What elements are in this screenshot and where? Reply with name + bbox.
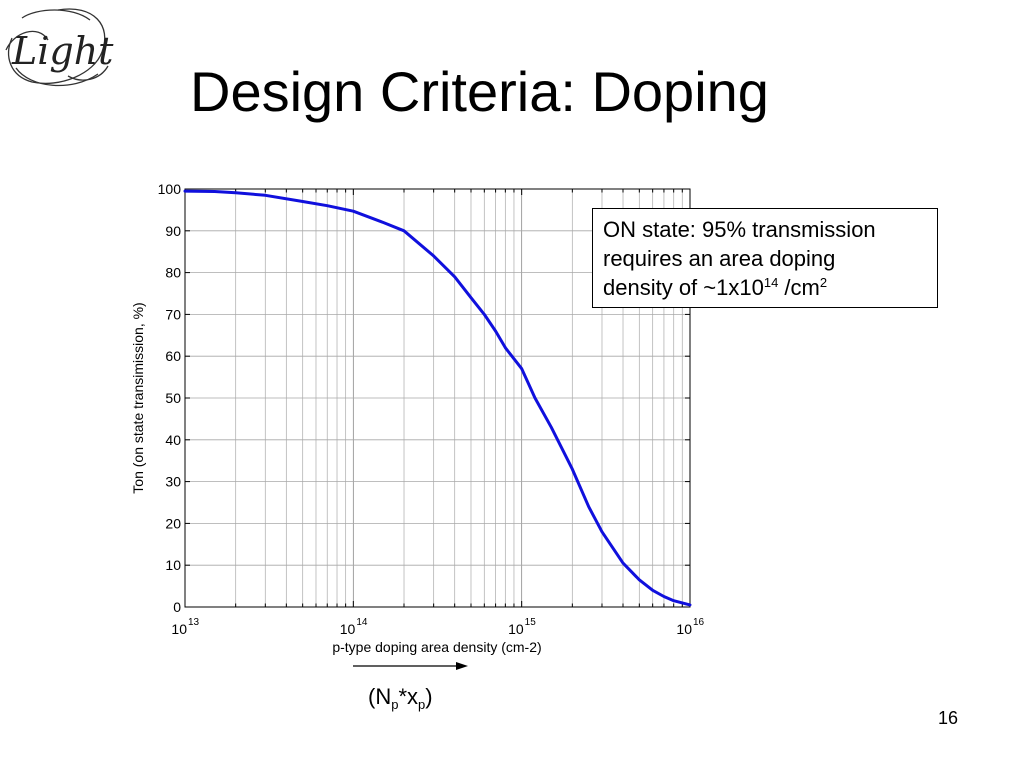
x-tick-exponent: 13 <box>188 617 200 628</box>
annotation-unit: /cm <box>778 275 820 300</box>
page-number: 16 <box>938 708 959 728</box>
x-tick-label: 10 <box>171 621 187 637</box>
plot-frame <box>184 188 691 608</box>
x-tick-exponent: 16 <box>693 617 705 628</box>
np-arrow <box>353 662 468 670</box>
x-tick-label: 10 <box>676 621 692 637</box>
y-tick-label: 80 <box>165 265 181 281</box>
annotation-unit-exponent: 2 <box>819 275 828 290</box>
y-tick-label: 100 <box>158 181 182 197</box>
y-tick-label: 60 <box>165 348 181 364</box>
x-axis-label: p-type doping area density (cm-2) <box>332 639 541 655</box>
np-xp-label: (Np*xp) <box>368 684 433 712</box>
light-logo: Light <box>5 8 114 87</box>
annotation-line-2: requires an area doping <box>603 246 836 271</box>
annotation-line-3: density of ~1x1014 /cm2 <box>603 273 927 302</box>
y-tick-label: 20 <box>165 515 181 531</box>
y-tick-label: 10 <box>165 557 181 573</box>
y-tick-label: 90 <box>165 223 181 239</box>
x-tick-label: 10 <box>340 621 356 637</box>
annotation-box: ON state: 95% transmission requires an a… <box>592 208 938 308</box>
chart-series <box>183 189 692 607</box>
slide-title: Design Criteria: Doping <box>190 60 769 123</box>
y-tick-label: 0 <box>173 599 181 615</box>
annotation-line-1: ON state: 95% transmission <box>603 217 876 242</box>
y-tick-label: 30 <box>165 474 181 490</box>
y-tick-label: 40 <box>165 432 181 448</box>
x-tick-exponent: 15 <box>525 617 537 628</box>
logo-text: Light <box>11 29 114 73</box>
annotation-line-3-prefix: density of ~1x10 <box>603 275 764 300</box>
annotation-exponent: 14 <box>763 275 779 290</box>
y-axis-label: Ton (on state transimission, %) <box>130 302 146 493</box>
y-tick-label: 50 <box>165 390 181 406</box>
x-tick-exponent: 14 <box>356 617 368 628</box>
y-tick-label: 70 <box>165 306 181 322</box>
x-tick-label: 10 <box>508 621 524 637</box>
